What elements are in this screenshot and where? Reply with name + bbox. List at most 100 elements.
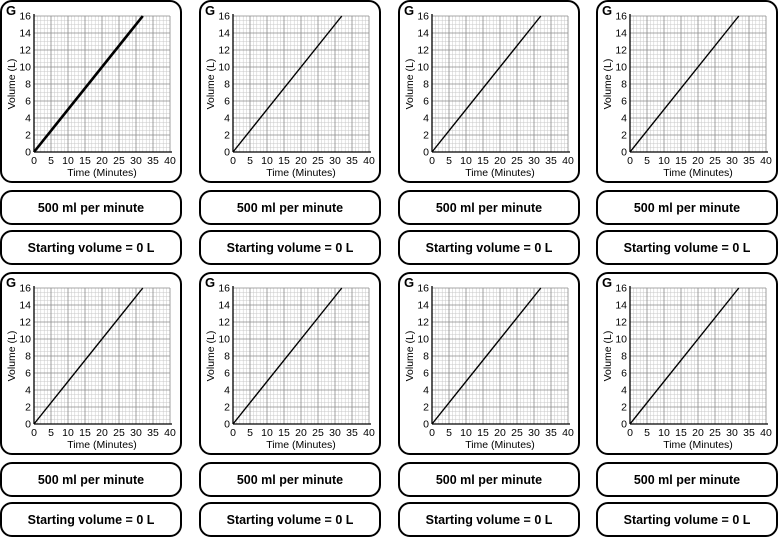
x-tick-label: 10 (62, 155, 74, 167)
rate-card-text: 500 ml per minute (435, 200, 543, 215)
x-tick-label: 35 (545, 427, 557, 439)
y-tick-label: 4 (25, 113, 31, 125)
rate-card[interactable]: 500 ml per minute (0, 190, 182, 225)
x-tick-label: 25 (709, 155, 721, 167)
x-axis-title: Time (Minutes) (663, 439, 733, 451)
graph-card-4[interactable]: G 0 5 10 15 20 25 30 35 40 0 2 4 6 8 10 12 14 16 Time (Minu… (0, 272, 182, 455)
rate-card[interactable]: 500 ml per minute (398, 462, 580, 497)
start-volume-card[interactable]: Starting volume = 0 L (398, 502, 580, 537)
start-volume-card[interactable]: Starting volume = 0 L (596, 230, 778, 265)
series-line-volume (33, 287, 144, 425)
x-tick-label: 5 (644, 427, 650, 439)
graph-card-1[interactable]: G 0 5 10 15 20 25 30 35 40 0 2 4 6 8 10 12 14 16 Time (Minu… (199, 0, 381, 183)
y-tick-label: 2 (423, 130, 429, 142)
y-tick-label: 4 (621, 385, 627, 397)
y-tick-label: 10 (218, 334, 230, 346)
x-tick-label: 30 (528, 155, 540, 167)
x-tick-label: 40 (562, 155, 574, 167)
rate-card[interactable]: 500 ml per minute (199, 190, 381, 225)
x-tick-label: 20 (96, 427, 108, 439)
start-volume-card[interactable]: Starting volume = 0 L (199, 230, 381, 265)
x-tick-label: 30 (130, 155, 142, 167)
graph-card-0[interactable]: G 0 5 10 15 20 25 30 35 40 0 2 4 6 8 10 12 14 16 Time (Minu… (0, 0, 182, 183)
x-tick-label: 20 (295, 427, 307, 439)
x-tick-label: 35 (147, 155, 159, 167)
x-tick-label: 20 (692, 427, 704, 439)
x-tick-label: 5 (48, 155, 54, 167)
x-tick-label: 40 (760, 155, 772, 167)
graph-card-6[interactable]: G 0 5 10 15 20 25 30 35 40 0 2 4 6 8 10 12 14 16 Time (Minu… (398, 272, 580, 455)
start-volume-card[interactable]: Starting volume = 0 L (398, 230, 580, 265)
rate-card[interactable]: 500 ml per minute (0, 462, 182, 497)
y-tick-label: 14 (417, 28, 429, 40)
y-tick-label: 10 (19, 62, 31, 74)
x-tick-label: 5 (446, 155, 452, 167)
y-axis-title: Volume (L) (6, 59, 18, 110)
x-tick-label: 35 (346, 155, 358, 167)
x-tick-label: 10 (460, 155, 472, 167)
x-tick-label: 30 (130, 427, 142, 439)
x-tick-label: 15 (79, 427, 91, 439)
rate-card[interactable]: 500 ml per minute (596, 190, 778, 225)
start-volume-card[interactable]: Starting volume = 0 L (199, 502, 381, 537)
x-tick-label: 20 (494, 427, 506, 439)
y-tick-label: 8 (25, 351, 31, 363)
rate-card[interactable]: 500 ml per minute (199, 462, 381, 497)
y-tick-label: 8 (423, 79, 429, 91)
start-volume-card[interactable]: Starting volume = 0 L (0, 230, 182, 265)
x-tick-label: 15 (675, 155, 687, 167)
x-axis-title: Time (Minutes) (67, 439, 137, 451)
graph-card-7[interactable]: G 0 5 10 15 20 25 30 35 40 0 2 4 6 8 10 12 14 16 Time (Minu… (596, 272, 778, 455)
y-tick-label: 10 (417, 62, 429, 74)
rate-card-text: 500 ml per minute (236, 200, 344, 215)
x-tick-label: 40 (164, 427, 176, 439)
y-tick-label: 6 (621, 368, 627, 380)
y-tick-label: 8 (224, 351, 230, 363)
y-tick-label: 16 (218, 283, 230, 295)
start-volume-card[interactable]: Starting volume = 0 L (0, 502, 182, 537)
y-tick-label: 2 (25, 402, 31, 414)
x-tick-label: 5 (446, 427, 452, 439)
y-tick-label: 8 (224, 79, 230, 91)
y-tick-label: 16 (19, 283, 31, 295)
rate-card-text: 500 ml per minute (37, 472, 145, 487)
x-tick-label: 40 (363, 427, 375, 439)
graph-card-3[interactable]: G 0 5 10 15 20 25 30 35 40 0 2 4 6 8 10 12 14 16 Time (Minu… (596, 0, 778, 183)
y-tick-label: 0 (224, 147, 230, 159)
y-tick-label: 8 (621, 79, 627, 91)
x-tick-label: 10 (261, 427, 273, 439)
rate-card[interactable]: 500 ml per minute (398, 190, 580, 225)
x-tick-label: 10 (658, 427, 670, 439)
y-tick-label: 2 (25, 130, 31, 142)
y-tick-label: 8 (621, 351, 627, 363)
y-tick-label: 8 (25, 79, 31, 91)
x-tick-label: 15 (477, 155, 489, 167)
rate-card[interactable]: 500 ml per minute (596, 462, 778, 497)
x-tick-label: 15 (477, 427, 489, 439)
start-volume-card-text: Starting volume = 0 L (425, 240, 553, 255)
x-tick-label: 35 (545, 155, 557, 167)
y-axis-title: Volume (L) (6, 331, 18, 382)
x-tick-label: 30 (329, 155, 341, 167)
y-axis-title: Volume (L) (602, 59, 614, 110)
x-tick-label: 25 (312, 427, 324, 439)
y-tick-label: 10 (218, 62, 230, 74)
x-tick-label: 20 (96, 155, 108, 167)
x-tick-label: 0 (230, 427, 236, 439)
graph-card-2[interactable]: G 0 5 10 15 20 25 30 35 40 0 2 4 6 8 10 12 14 16 Time (Minu… (398, 0, 580, 183)
y-tick-label: 6 (224, 96, 230, 108)
y-tick-label: 12 (615, 45, 627, 57)
y-tick-label: 14 (19, 300, 31, 312)
start-volume-card[interactable]: Starting volume = 0 L (596, 502, 778, 537)
y-tick-label: 12 (218, 45, 230, 57)
y-tick-label: 6 (423, 368, 429, 380)
graph-card-5[interactable]: G 0 5 10 15 20 25 30 35 40 0 2 4 6 8 10 12 14 16 Time (Minu… (199, 272, 381, 455)
y-axis-title: Volume (L) (602, 331, 614, 382)
start-volume-card-text: Starting volume = 0 L (226, 240, 354, 255)
y-tick-label: 6 (423, 96, 429, 108)
y-tick-label: 0 (25, 419, 31, 431)
x-tick-label: 25 (312, 155, 324, 167)
